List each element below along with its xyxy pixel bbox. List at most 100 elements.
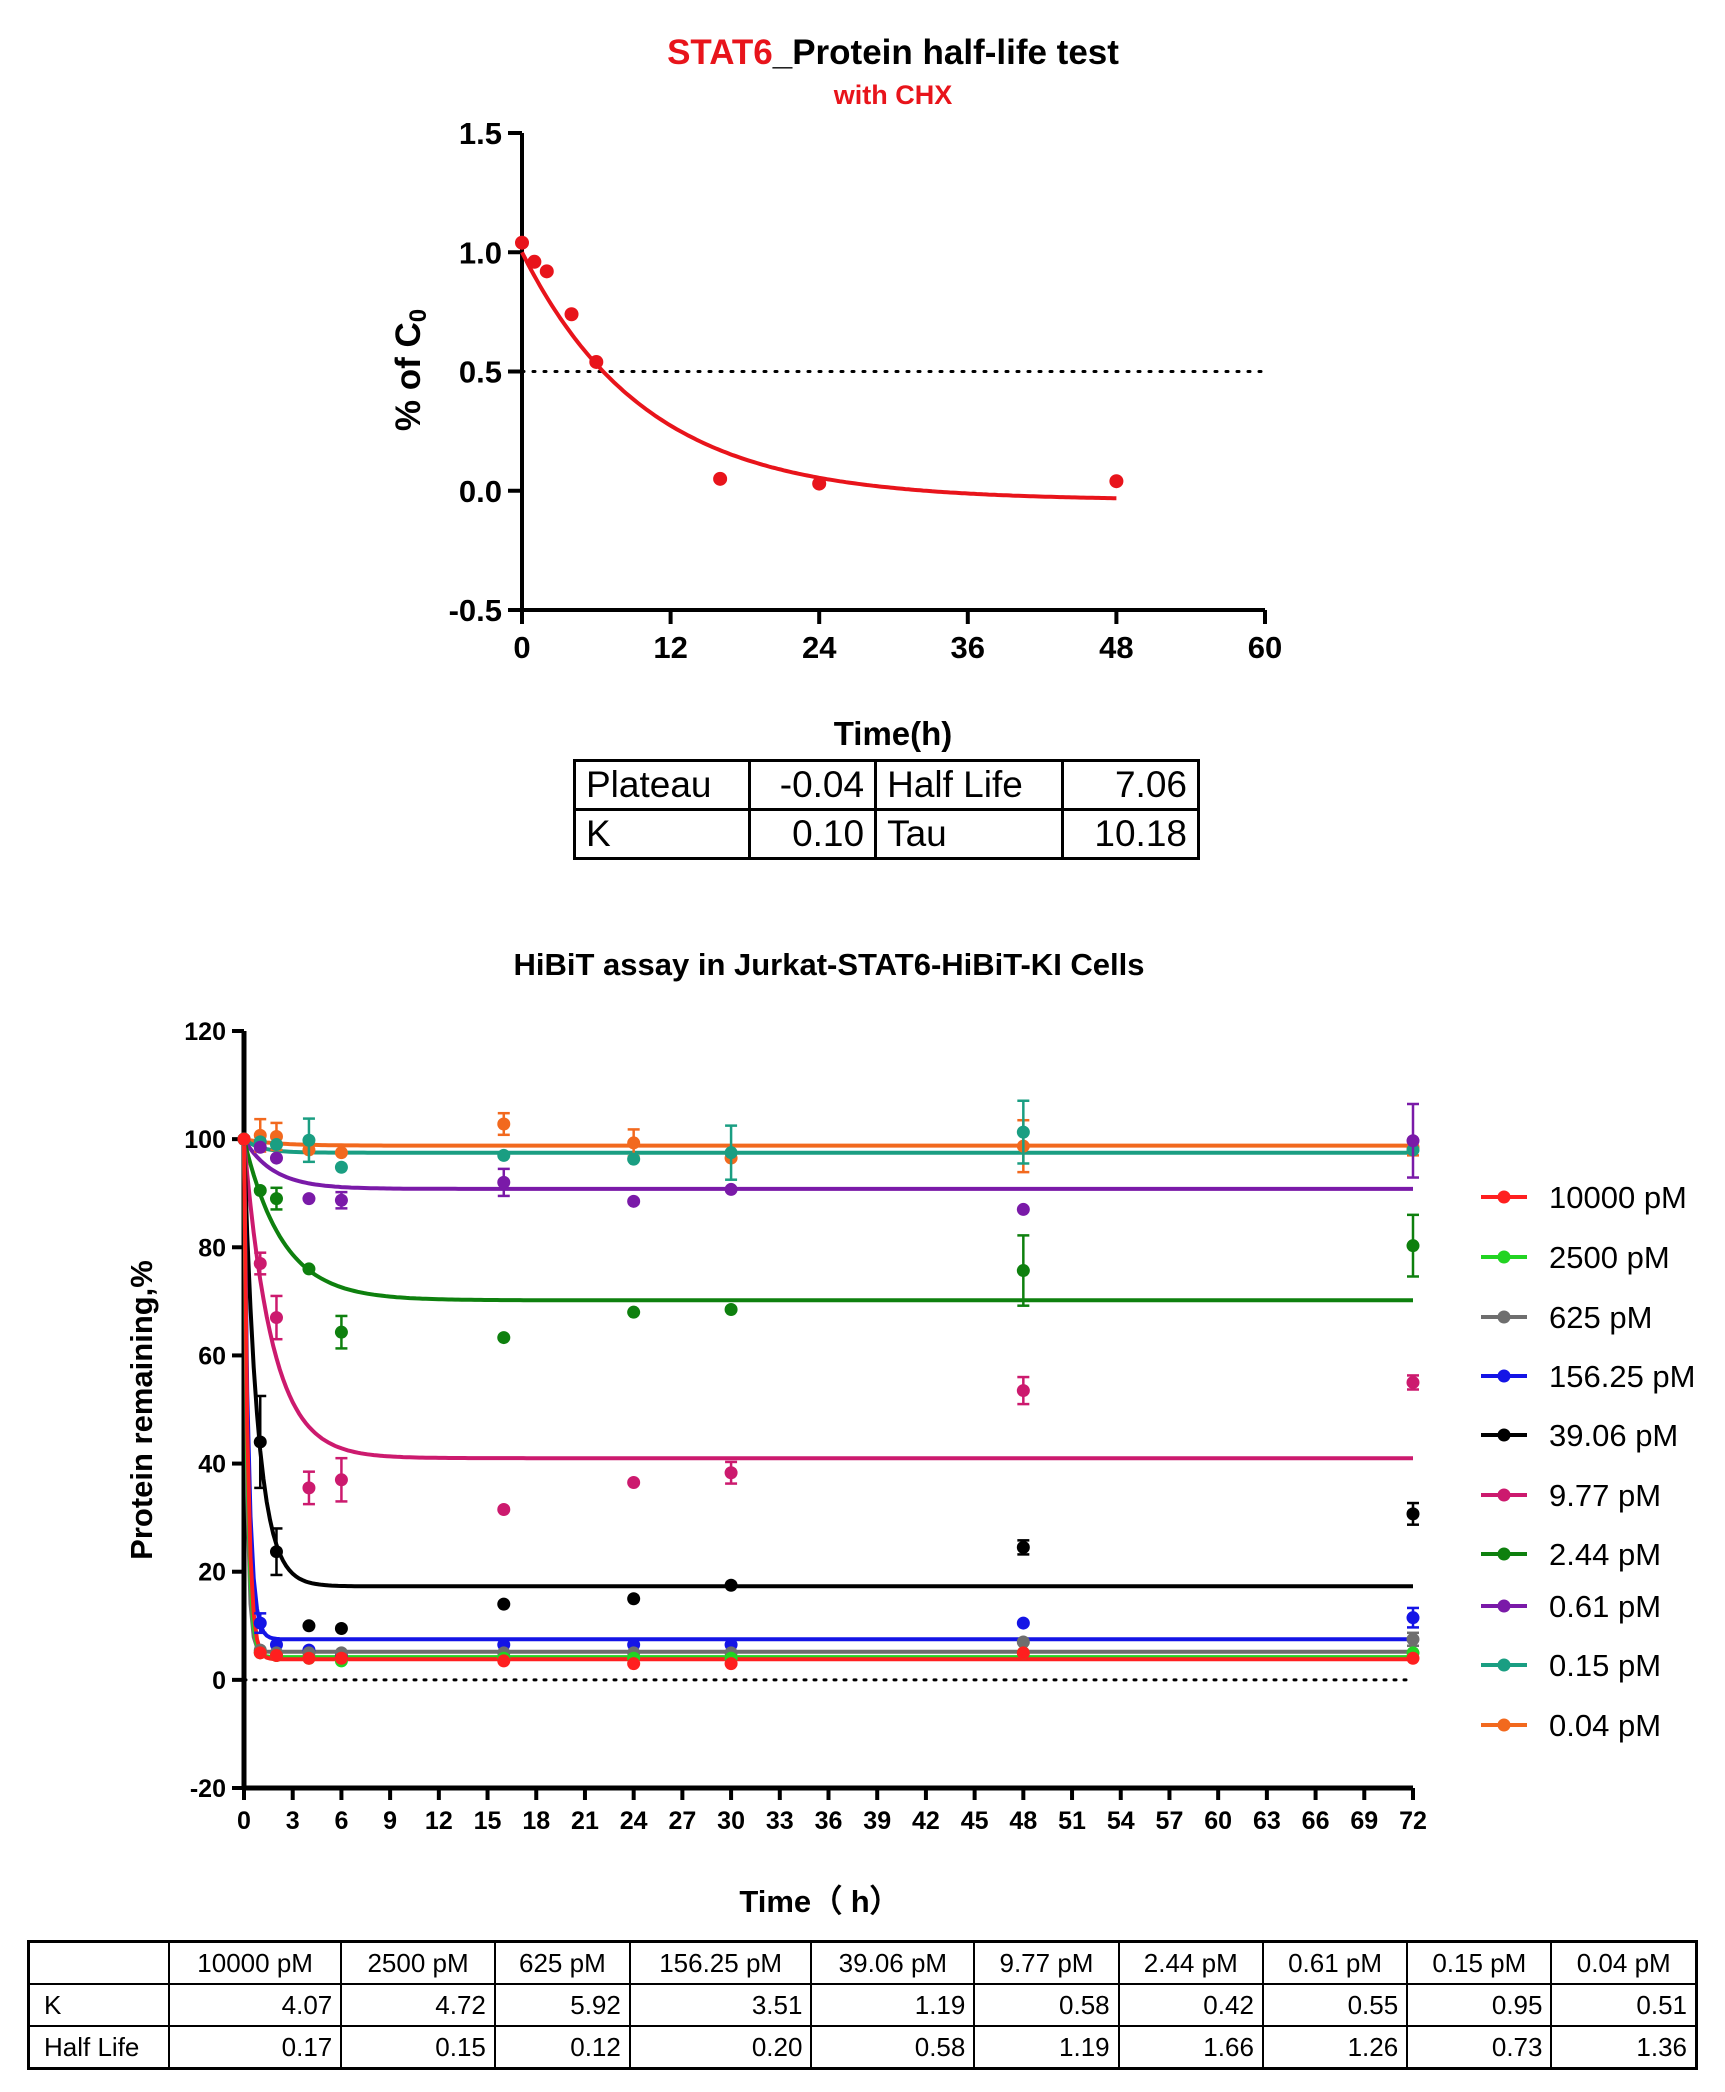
x-tick-label: 36 (815, 1807, 843, 1835)
table-header-cell: 10000 pM (167, 1940, 343, 1985)
x-tick-label: 39 (863, 1807, 891, 1835)
data-point (497, 1503, 511, 1517)
legend-label: 2.44 pM (1549, 1537, 1661, 1572)
data-point (497, 1597, 511, 1611)
legend-label: 0.04 pM (1549, 1708, 1661, 1743)
data-point (589, 354, 604, 369)
data-point (724, 1182, 738, 1196)
legend-label: 39.06 pM (1549, 1418, 1678, 1453)
table-cell: 0.58 (810, 2025, 976, 2070)
data-point (724, 1657, 738, 1671)
top-chart-ylabel-main: % of C (389, 322, 428, 431)
legend-marker (1497, 1488, 1511, 1502)
data-point (812, 476, 827, 491)
top-chart-xlabel: Time(h) (834, 715, 953, 752)
top-chart-title-rest: _Protein half-life test (772, 33, 1120, 72)
fit-parameters-table: Plateau -0.04 Half Life 7.06 K 0.10 Tau … (573, 759, 1201, 860)
data-point (334, 1325, 348, 1339)
table-cell: 0.15 (340, 2025, 496, 2070)
data-point (1016, 1264, 1030, 1278)
table-cell: Plateau (573, 759, 751, 811)
table-cell: -0.04 (747, 759, 878, 811)
data-point (1406, 1632, 1420, 1646)
fit-curve (242, 1137, 1413, 1155)
legend-label: 2500 pM (1549, 1240, 1670, 1275)
x-tick-label: 12 (653, 630, 687, 665)
data-point (627, 1475, 641, 1489)
data-point (564, 307, 579, 322)
table-header-cell: 0.04 pM (1550, 1940, 1698, 1985)
x-tick-label: 9 (383, 1807, 397, 1835)
x-tick-label: 21 (571, 1807, 599, 1835)
data-point (627, 1592, 641, 1606)
x-tick-label: 72 (1399, 1807, 1427, 1835)
data-point (1406, 1507, 1420, 1521)
data-point (527, 254, 542, 269)
data-point (497, 1148, 511, 1162)
data-point (1406, 1239, 1420, 1253)
table-cell: 4.07 (167, 1983, 343, 2027)
fit-curve (242, 1138, 1413, 1191)
table-cell: Half Life (874, 759, 1064, 811)
x-tick-label: 12 (425, 1807, 453, 1835)
hibit-assay-chart: HiBiT assay in Jurkat-STAT6-HiBiT-KI Cel… (124, 947, 1696, 1919)
legend-label: 9.77 pM (1549, 1478, 1661, 1513)
legend-marker (1497, 1250, 1511, 1264)
fit-curve (243, 1137, 1413, 1148)
data-point (253, 1140, 267, 1154)
y-tick-label: 20 (198, 1559, 226, 1587)
x-tick-label: 33 (766, 1807, 794, 1835)
data-point (253, 1184, 267, 1198)
top-chart-ylabel-sub: 0 (405, 309, 432, 322)
table-cell: 3.51 (628, 1983, 813, 2027)
table-cell: Tau (874, 808, 1064, 860)
data-point (1016, 1616, 1030, 1630)
y-tick-label: -0.5 (449, 593, 502, 628)
data-point (269, 1138, 283, 1152)
y-tick-label: 80 (198, 1234, 226, 1262)
data-point (1109, 474, 1124, 489)
x-tick-label: 0 (513, 630, 530, 665)
table-cell: 0.73 (1406, 2025, 1553, 2070)
hibit-parameters-table: 10000 pM 2500 pM 625 pM 156.25 pM 39.06 … (27, 1940, 1698, 2070)
table-header-cell: 0.61 pM (1261, 1940, 1409, 1985)
x-tick-label: 3 (286, 1807, 300, 1835)
data-point (269, 1311, 283, 1325)
table-cell: 5.92 (493, 1983, 631, 2027)
data-point (1406, 1651, 1420, 1665)
data-point (302, 1133, 316, 1147)
table-header-cell: 625 pM (493, 1940, 631, 1985)
data-point (334, 1146, 348, 1160)
data-point (724, 1302, 738, 1316)
x-tick-label: 63 (1253, 1807, 1281, 1835)
x-tick-label: 0 (237, 1807, 251, 1835)
x-tick-label: 57 (1156, 1807, 1184, 1835)
top-chart-title-highlight: STAT6 (667, 33, 773, 72)
x-tick-label: 18 (522, 1807, 550, 1835)
table-row-label: Half Life (27, 2025, 170, 2070)
data-point (253, 1616, 267, 1630)
data-point (253, 1646, 267, 1660)
table-cell: K (573, 808, 751, 860)
table-cell: 1.19 (810, 1983, 976, 2027)
table-cell: 10.18 (1060, 808, 1201, 860)
bottom-chart-legend: 10000 pM 2500 pM 625 pM 156.25 pM 39.06 pM 9.… (1481, 1180, 1696, 1743)
top-chart-ylabel: % of C0 (389, 309, 432, 431)
table-header-cell: 2500 pM (340, 1940, 496, 1985)
data-point (713, 471, 728, 486)
table-cell: 4.72 (340, 1983, 496, 2027)
data-point (269, 1192, 283, 1206)
data-point (269, 1649, 283, 1663)
data-point (302, 1481, 316, 1495)
table-cell: 0.55 (1261, 1983, 1409, 2027)
data-point (334, 1621, 348, 1635)
table-cell: 7.06 (1060, 759, 1201, 811)
y-tick-label: 1.0 (459, 235, 502, 270)
data-point (1406, 1134, 1420, 1148)
y-tick-label: 60 (198, 1342, 226, 1370)
table-header-cell: 2.44 pM (1117, 1940, 1264, 1985)
table-cell: 1.66 (1117, 2025, 1264, 2070)
data-point (724, 1578, 738, 1592)
data-point (334, 1160, 348, 1174)
